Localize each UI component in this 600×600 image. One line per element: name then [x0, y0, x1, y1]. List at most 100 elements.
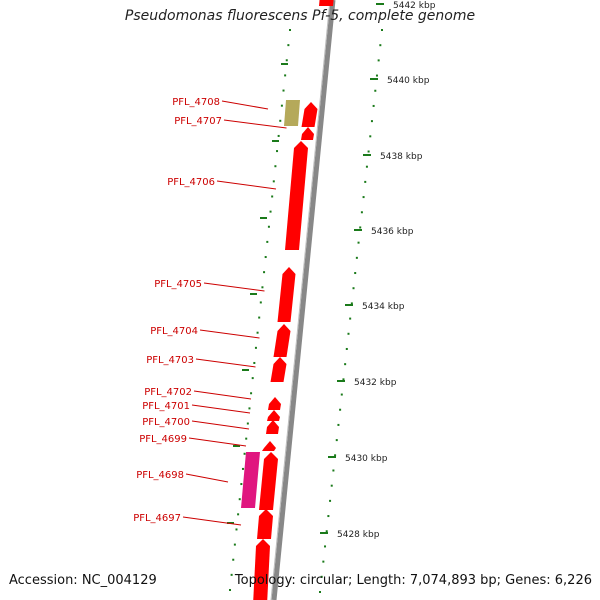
gene-label: PFL_4704 [150, 326, 198, 337]
gene-label: PFL_4701 [142, 401, 190, 412]
inner-ring-dot [245, 437, 248, 440]
outer-ring-dot [330, 484, 333, 487]
label-leader-line [199, 329, 260, 339]
gene-label: PFL_4703 [146, 355, 194, 366]
outer-ring-dot [324, 545, 327, 548]
inner-ring-dot [233, 543, 236, 546]
scale-label: 5440 kbp [387, 76, 430, 86]
outer-ring-dot [372, 104, 375, 107]
gene-label: PFL_4702 [144, 387, 192, 398]
gene-feature [257, 509, 273, 539]
outer-ring-dot [354, 272, 357, 275]
outer-ring-dot [365, 165, 368, 168]
inner-ring-dot [280, 104, 283, 107]
inner-ring-dot [287, 44, 290, 47]
outer-ring-dot [322, 560, 325, 563]
outer-ring-dot [339, 408, 342, 411]
outer-ring-dot [369, 135, 372, 138]
label-leader-line [188, 437, 247, 447]
label-leader-line [191, 420, 250, 430]
inner-ring-dot [272, 180, 275, 183]
inner-ring-dot [243, 452, 246, 455]
inner-ring-dot [271, 195, 274, 198]
outer-ring-dot [362, 196, 365, 199]
inner-ring-dot [284, 74, 287, 77]
inner-ring-dot [267, 225, 270, 228]
outer-ring-dot [344, 363, 347, 366]
label-leader-line [185, 473, 229, 483]
label-leader-line [216, 180, 277, 190]
outer-ring-dot [325, 530, 328, 533]
outer-ring-dot [350, 302, 353, 305]
topology-text: Topology: circular; Length: 7,074,893 bp… [234, 573, 592, 588]
outer-ring-dot [360, 211, 363, 214]
outer-ring-dot [357, 241, 360, 244]
inner-ring-dot [248, 407, 251, 410]
inner-ring-dot [264, 256, 267, 259]
genome-backbone [270, 0, 336, 600]
gene-label: PFL_4698 [136, 470, 184, 481]
inner-ring-dot [258, 316, 261, 319]
gene-feature [253, 539, 270, 600]
scale-labels: 5442 kbp 5440 kbp 5438 kbp 5436 kbp 5434 kbp… [337, 1, 436, 540]
inner-ring-dot [277, 134, 280, 137]
outer-ring-dot [342, 378, 345, 381]
inner-ring-dot [289, 29, 291, 31]
outer-ring-dot [334, 454, 337, 457]
map-title: Pseudomonas fluorescens Pf-5, complete g… [124, 8, 476, 24]
gene-feature [267, 410, 280, 421]
label-leader-line [191, 404, 251, 414]
outer-ring-dot [355, 256, 358, 259]
gene-label: PFL_4697 [133, 513, 181, 524]
outer-ring-dot [347, 332, 350, 335]
outer-ring-dot [332, 469, 335, 472]
label-leader-line [221, 100, 269, 110]
inner-ring-dot [263, 271, 266, 274]
gene-feature [273, 324, 291, 357]
inner-ring-dot [285, 59, 288, 62]
inner-ring-dot [269, 210, 272, 213]
tick-ring [227, 3, 384, 593]
inner-ring-dot [238, 498, 241, 501]
inner-ring-dot [266, 240, 269, 243]
scale-label: 5442 kbp [393, 1, 436, 11]
gene-feature [284, 100, 300, 126]
gene-feature [241, 452, 260, 508]
outer-ring-dot [337, 423, 340, 426]
inner-ring-dot [240, 483, 243, 486]
outer-ring-dot [359, 226, 362, 229]
gene-features [241, 0, 334, 600]
outer-ring-dot [320, 575, 323, 578]
scale-label: 5428 kbp [337, 530, 380, 540]
gene-label: PFL_4708 [172, 97, 220, 108]
outer-ring-dot [335, 439, 338, 442]
gene-feature [259, 452, 278, 510]
label-leader-line [203, 282, 265, 292]
gene-feature [266, 420, 279, 434]
inner-ring-dot [250, 392, 253, 395]
gene-feature [301, 127, 314, 140]
outer-ring-dot [319, 591, 321, 593]
inner-ring-dot [274, 165, 277, 168]
outer-ring-dot [345, 347, 348, 350]
gene-feature [319, 0, 334, 6]
accession-text: Accession: NC_004129 [9, 573, 157, 588]
inner-ring-dot [254, 346, 257, 349]
outer-ring-dot [367, 150, 370, 153]
outer-ring-dot [377, 59, 380, 62]
outer-ring-dot [352, 287, 355, 290]
gene-feature [301, 102, 318, 127]
inner-ring-dot [237, 513, 240, 516]
outer-ring-dot [370, 120, 373, 123]
outer-ring-dot [340, 393, 343, 396]
inner-ring-dot [276, 150, 279, 153]
inner-ring-dot [261, 286, 264, 289]
scale-label: 5438 kbp [380, 152, 423, 162]
backbone-edge [270, 0, 331, 600]
inner-ring-dot [229, 589, 231, 591]
inner-ring-dot [230, 573, 233, 576]
outer-ring-dot [374, 89, 377, 92]
label-leader-line [193, 390, 252, 400]
